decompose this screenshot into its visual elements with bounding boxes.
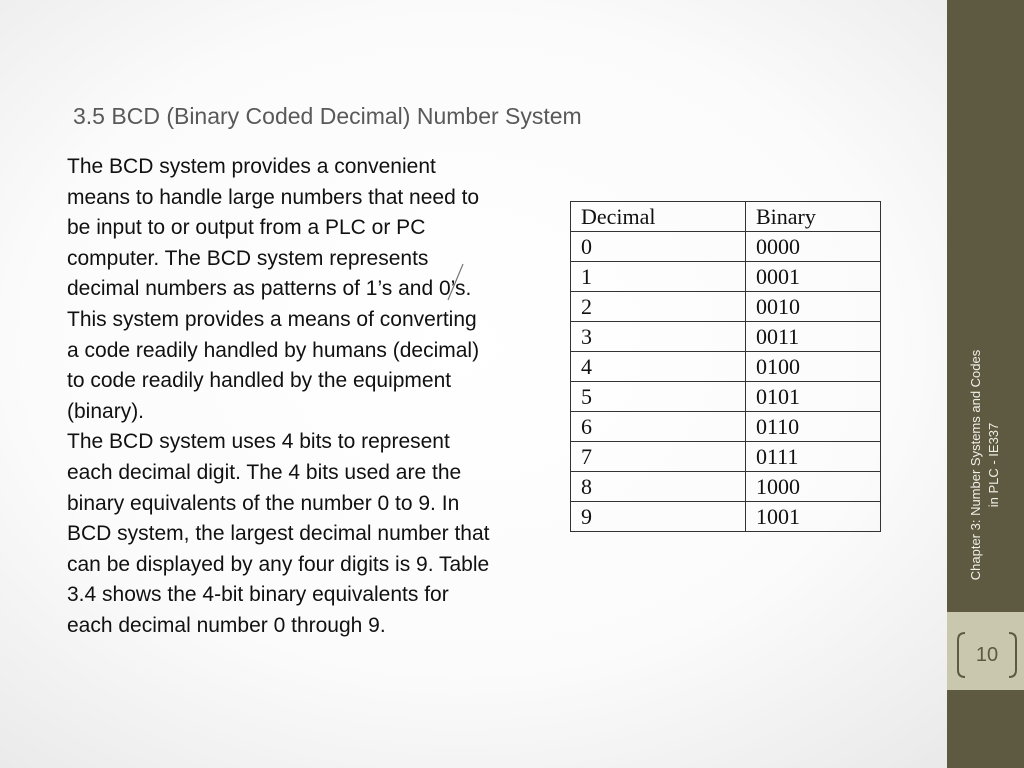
- header-row: Decimal Binary: [570, 201, 881, 232]
- table-cell: 0101: [745, 381, 881, 412]
- slide-body: The BCD system provides a convenient mea…: [67, 152, 492, 642]
- header-cell: Decimal: [570, 201, 746, 232]
- paragraph: The BCD system provides a convenient mea…: [67, 155, 480, 423]
- table-cell: 8: [570, 471, 746, 502]
- page-number: 10: [975, 644, 999, 666]
- table-cell: 0001: [745, 261, 881, 292]
- bracket-left: [957, 632, 966, 678]
- table-cell: 3: [570, 321, 746, 352]
- table-row: 0 0000: [570, 231, 881, 262]
- table-cell: 0111: [745, 441, 881, 472]
- pen-mark: [447, 263, 464, 301]
- table-row: 4 0100: [570, 351, 881, 382]
- table-body: 0 0000 1 0001 2 0010 3 0011 4 0100 5 0101 6 0110 7 0111…: [570, 231, 881, 532]
- table-row: 6 0110: [570, 411, 881, 442]
- bcd-table: Decimal Binary 0 0000 1 0001 2 0010 3 0011 4 0100…: [570, 201, 881, 532]
- table-cell: 0011: [745, 321, 881, 352]
- table-cell: 1: [570, 261, 746, 292]
- table-row: 3 0011: [570, 321, 881, 352]
- sidebar-text: Chapter 3: Number Systems and Codes in P…: [968, 349, 1001, 581]
- table-cell: 5: [570, 381, 746, 412]
- table-cell: 0110: [745, 411, 881, 442]
- page-number-bracket: [957, 632, 1017, 678]
- paragraph: The BCD system uses 4 bits to represent …: [67, 430, 490, 637]
- table-cell: 6: [570, 411, 746, 442]
- table-cell: 9: [570, 501, 746, 532]
- table-row: 7 0111: [570, 441, 881, 472]
- header-cell: Binary: [745, 201, 881, 232]
- bracket-right: [1008, 632, 1017, 678]
- table-cell: 2: [570, 291, 746, 322]
- table-cell: 4: [570, 351, 746, 382]
- table-cell: 7: [570, 441, 746, 472]
- slide-title: 3.5 BCD (Binary Coded Decimal) Number Sy…: [73, 103, 582, 129]
- table-cell: 0: [570, 231, 746, 262]
- table-cell: 0100: [745, 351, 881, 382]
- table-cell: 1000: [745, 471, 881, 502]
- table-row: 1 0001: [570, 261, 881, 292]
- table-row: 9 1001: [570, 501, 881, 532]
- table-row: 2 0010: [570, 291, 881, 322]
- table-cell: 0010: [745, 291, 881, 322]
- table-row: 8 1000: [570, 471, 881, 502]
- table-cell: 0000: [745, 231, 881, 262]
- table-row: 5 0101: [570, 381, 881, 412]
- table-cell: 1001: [745, 501, 881, 532]
- pen-stroke: [447, 263, 464, 301]
